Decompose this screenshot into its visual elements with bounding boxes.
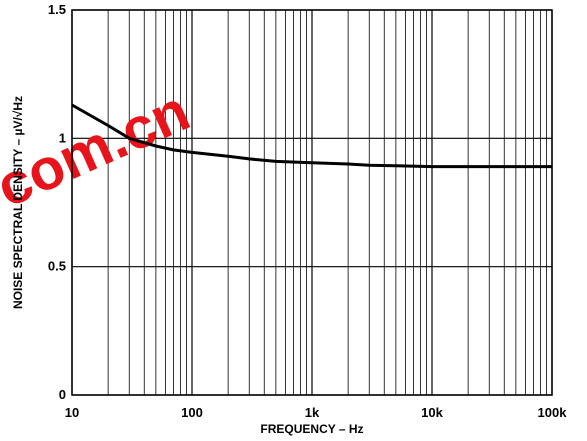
x-tick-label: 100: [181, 405, 203, 420]
series-layer: [71, 103, 552, 169]
x-tick-label: 1k: [305, 405, 320, 420]
x-tick-label: 10k: [421, 405, 443, 420]
y-tick-label: 1.5: [48, 2, 66, 17]
y-tick-labels: 0 0.5 1 1.5: [48, 2, 66, 402]
plot-frame: [71, 9, 553, 396]
y-tick-label: 1: [59, 130, 66, 145]
x-axis-title: FREQUENCY – Hz: [260, 422, 363, 436]
y-axis-title: NOISE SPECTRAL DENSITY – µV/√Hz: [11, 96, 25, 309]
x-tick-label: 100k: [538, 405, 568, 420]
x-tick-labels: 10 100 1k 10k 100k: [65, 405, 567, 420]
minor-grid: [107, 10, 547, 395]
y-tick-label: 0.5: [48, 259, 66, 274]
noise-density-curve: [71, 103, 552, 169]
y-tick-label: 0: [59, 387, 66, 402]
x-tick-label: 10: [65, 405, 79, 420]
